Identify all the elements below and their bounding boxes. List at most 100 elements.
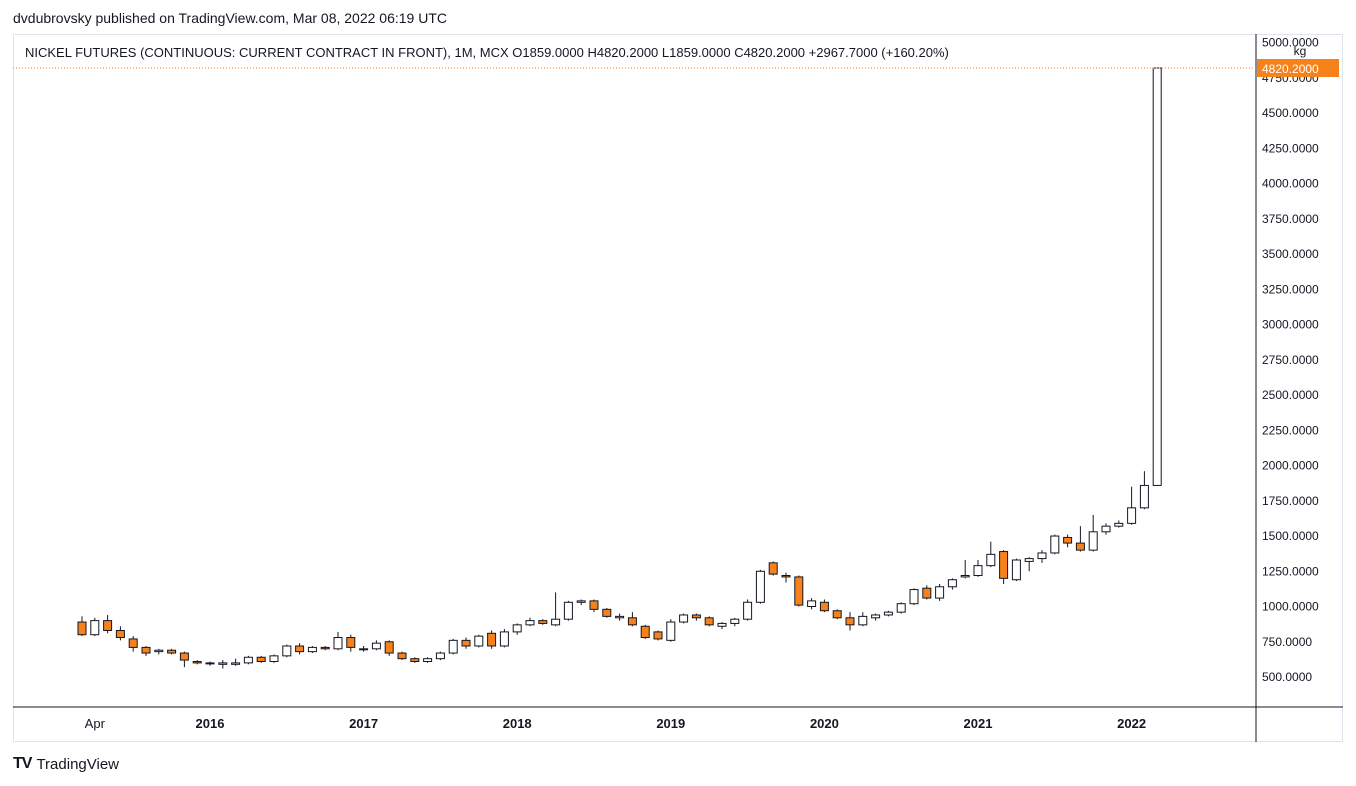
candle-body	[1075, 542, 1085, 551]
candle-body	[115, 629, 125, 639]
candle	[269, 654, 279, 663]
candle-body	[179, 652, 189, 661]
y-tick-label: 3000.0000	[1262, 318, 1319, 332]
candle-body	[359, 648, 369, 651]
candle-body	[858, 615, 868, 626]
candle	[576, 599, 586, 606]
candle-body	[1101, 525, 1111, 533]
candle	[960, 559, 970, 579]
x-tick-label: 2019	[656, 716, 685, 731]
candle	[154, 648, 164, 655]
candle-body	[269, 655, 279, 662]
candle-body	[103, 620, 113, 631]
tradingview-logo-icon: TV	[13, 755, 32, 772]
candle	[807, 598, 817, 610]
candle-body	[167, 649, 177, 654]
candle-body	[1088, 531, 1098, 551]
y-tick-label: 3250.0000	[1262, 282, 1319, 296]
candle	[243, 655, 253, 665]
candle-body	[922, 587, 932, 599]
x-tick-label: 2018	[503, 716, 532, 731]
y-tick-label: 4500.0000	[1262, 106, 1319, 120]
brand-name: TradingView	[36, 755, 119, 773]
candle-body	[1037, 552, 1047, 560]
candle	[1050, 534, 1060, 555]
x-tick-label: 2020	[810, 716, 839, 731]
candle-body	[499, 631, 509, 647]
candle-body	[768, 562, 778, 575]
candle	[487, 630, 497, 649]
candle-body	[691, 614, 701, 619]
candle-body	[986, 553, 996, 567]
candle	[90, 617, 100, 637]
candle-body	[538, 620, 548, 624]
footer-brand[interactable]: TV TradingView	[13, 755, 119, 773]
candle	[691, 613, 701, 621]
candle-body	[154, 649, 164, 653]
candle-body	[1063, 536, 1073, 544]
candle-body	[435, 652, 445, 660]
candle	[640, 624, 650, 639]
candle-body	[384, 641, 394, 654]
y-tick-label: 4250.0000	[1262, 141, 1319, 155]
candle-body	[602, 608, 612, 617]
candle	[423, 657, 433, 663]
candle-body	[243, 656, 253, 664]
candle	[128, 636, 138, 652]
last-price-marker: 4820.2000	[13, 59, 1339, 77]
candle	[167, 648, 177, 655]
candle	[1101, 523, 1111, 535]
x-tick-label: 2022	[1117, 716, 1146, 731]
candle-body	[615, 615, 625, 619]
candle	[1139, 471, 1149, 510]
y-tick-label: 4000.0000	[1262, 177, 1319, 191]
candle	[999, 550, 1009, 584]
candle-body	[999, 551, 1009, 579]
candle	[717, 622, 727, 630]
candle-body	[371, 642, 381, 650]
candle-body	[256, 656, 266, 662]
candle-body	[423, 658, 433, 662]
candle	[768, 561, 778, 576]
candle	[602, 607, 612, 618]
candle-body	[947, 579, 957, 588]
chart-frame[interactable]	[13, 34, 1343, 742]
candle-body	[1011, 559, 1021, 581]
candle-body	[1024, 558, 1034, 562]
chart-legend: NICKEL FUTURES (CONTINUOUS: CURRENT CONT…	[23, 45, 951, 60]
candle	[1024, 557, 1034, 572]
candle-body	[474, 635, 484, 647]
candle-body	[346, 637, 356, 648]
candle-body	[883, 611, 893, 616]
candle-body	[461, 639, 471, 647]
plot-area	[77, 67, 1162, 669]
candle	[282, 644, 292, 658]
candle	[307, 645, 317, 654]
candle	[192, 660, 202, 665]
candle	[218, 660, 228, 669]
candle-body	[832, 610, 842, 619]
candle-body	[845, 617, 855, 626]
candle	[499, 629, 509, 648]
candle-body	[141, 646, 151, 654]
y-tick-label: 750.0000	[1262, 635, 1312, 649]
candle	[410, 657, 420, 663]
candle	[103, 614, 113, 634]
candle	[589, 599, 599, 613]
candle-body	[231, 662, 241, 665]
candle	[871, 613, 881, 621]
candle	[474, 634, 484, 648]
candle-body	[205, 662, 215, 665]
candle-body	[679, 614, 689, 623]
candle	[1114, 520, 1124, 528]
candle	[359, 645, 369, 652]
candle	[320, 645, 330, 651]
candle-body	[487, 632, 497, 647]
x-tick-label: 2017	[349, 716, 378, 731]
candle-body	[1050, 535, 1060, 554]
candle	[371, 640, 381, 651]
candle-body	[1127, 507, 1137, 524]
candle-body	[640, 625, 650, 639]
candle	[231, 658, 241, 666]
